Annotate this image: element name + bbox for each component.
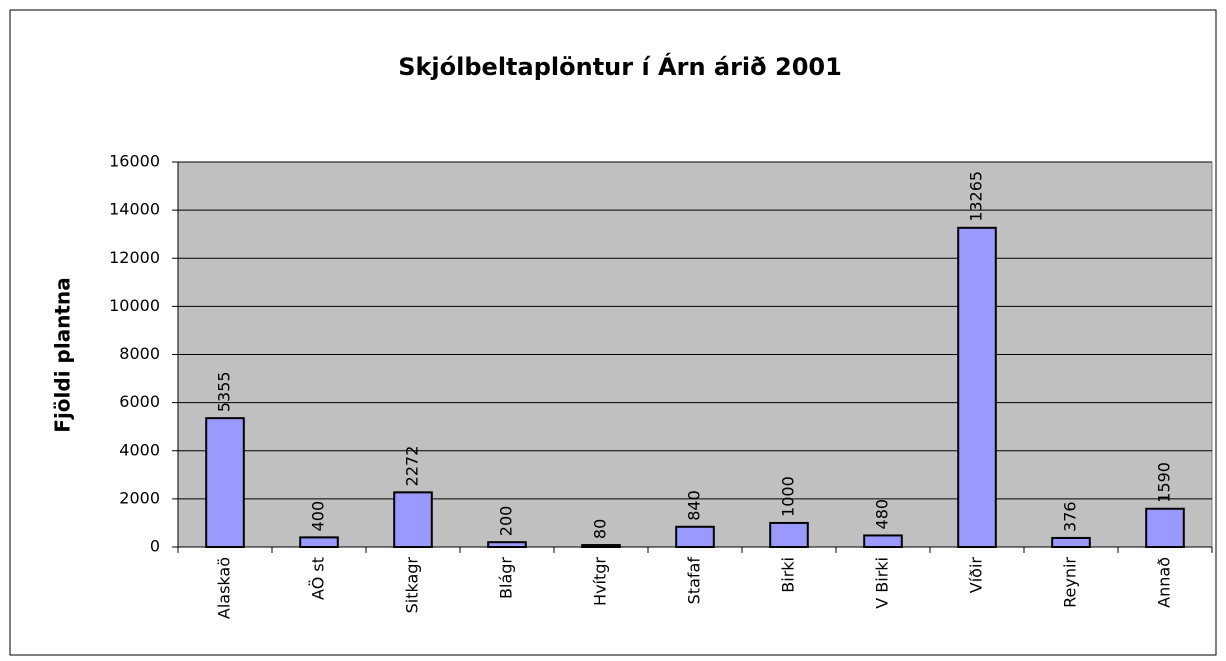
bar bbox=[205, 417, 245, 549]
x-tick-label: AÖ st bbox=[309, 557, 328, 600]
data-label: 376 bbox=[1061, 501, 1080, 532]
x-tick-label: Stafaf bbox=[685, 557, 704, 605]
y-tick-label: 14000 bbox=[109, 200, 160, 219]
x-tick-label: Alaskaö bbox=[215, 557, 234, 619]
x-tick-label: Reynir bbox=[1061, 557, 1080, 608]
y-tick-label: 8000 bbox=[119, 344, 160, 363]
data-label: 2272 bbox=[403, 446, 422, 487]
bar bbox=[487, 541, 527, 548]
y-tick-label: 4000 bbox=[119, 440, 160, 459]
x-tick-label: Blágr bbox=[497, 557, 516, 599]
bar bbox=[581, 544, 621, 549]
y-tick-label: 2000 bbox=[119, 488, 160, 507]
data-label: 840 bbox=[685, 490, 704, 521]
x-tick-label: Sitkagr bbox=[403, 557, 422, 614]
y-tick-label: 6000 bbox=[119, 392, 160, 411]
bar bbox=[299, 536, 339, 548]
data-label: 13265 bbox=[967, 171, 986, 222]
y-tick-label: 0 bbox=[150, 537, 160, 556]
bar bbox=[957, 226, 997, 548]
data-label: 80 bbox=[591, 519, 610, 539]
bar bbox=[769, 521, 809, 548]
y-tick-label: 16000 bbox=[109, 152, 160, 171]
bar bbox=[1051, 536, 1091, 549]
bar bbox=[675, 525, 715, 548]
data-label: 1590 bbox=[1155, 462, 1174, 503]
x-tick-label: Hvítgr bbox=[591, 557, 610, 606]
bar bbox=[863, 534, 903, 549]
y-axis-label: Fjöldi plantna bbox=[51, 277, 75, 432]
x-tick-label: Annað bbox=[1155, 557, 1174, 608]
chart-title: Skjólbeltaplöntur í Árn árið 2001 bbox=[398, 52, 842, 81]
data-label: 400 bbox=[309, 501, 328, 532]
bar bbox=[393, 491, 433, 548]
y-tick-label: 10000 bbox=[109, 296, 160, 315]
bar bbox=[1145, 507, 1185, 549]
y-tick-label: 12000 bbox=[109, 248, 160, 267]
data-label: 200 bbox=[497, 506, 516, 537]
data-label: 1000 bbox=[779, 476, 798, 517]
x-tick-label: V Birki bbox=[873, 557, 892, 609]
data-label: 480 bbox=[873, 499, 892, 530]
x-tick-label: Birki bbox=[779, 557, 798, 593]
x-tick-label: Víðir bbox=[967, 557, 986, 594]
data-label: 5355 bbox=[215, 371, 234, 412]
